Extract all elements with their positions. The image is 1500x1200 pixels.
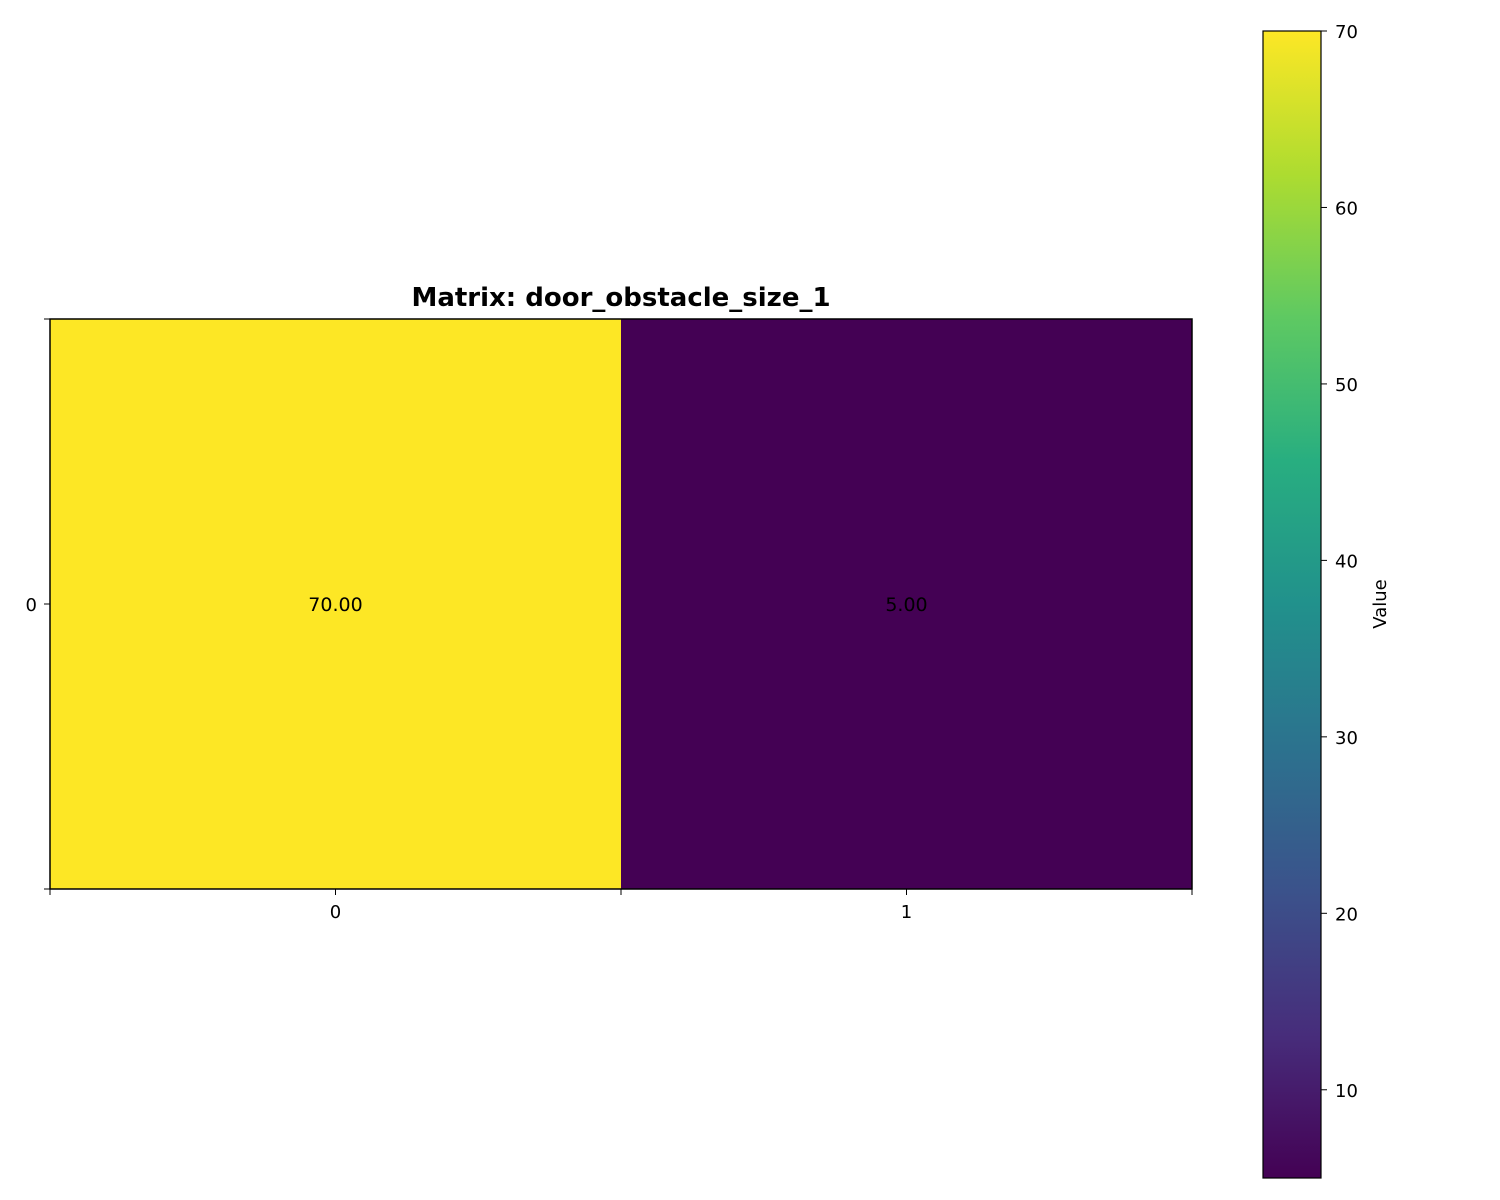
colorbar-ticks: 10 20 30 40 50 60 70 — [1321, 22, 1358, 1102]
colorbar-tick-label: 10 — [1335, 1081, 1358, 1102]
heatmap-cell — [621, 319, 1192, 889]
colorbar-tick-label: 60 — [1335, 198, 1358, 219]
x-tick-label: 1 — [901, 902, 912, 923]
y-tick-label: 0 — [26, 595, 37, 616]
colorbar-tick-label: 20 — [1335, 904, 1358, 925]
colorbar — [1262, 30, 1322, 1179]
cell-value-label: 70.00 — [308, 594, 362, 616]
colorbar-tick-label: 30 — [1335, 728, 1358, 749]
colorbar-label: Value — [1370, 579, 1391, 628]
colorbar-tick-label: 50 — [1335, 375, 1358, 396]
y-axis-ticks: 0 — [26, 318, 50, 890]
colorbar-tick-label: 40 — [1335, 551, 1358, 572]
x-tick-label: 0 — [330, 902, 341, 923]
heatmap-cell — [50, 319, 621, 889]
chart-title: Matrix: door_obstacle_size_1 — [411, 283, 830, 313]
cell-value-label: 5.00 — [885, 594, 927, 616]
heatmap-cells — [50, 319, 1192, 889]
heatmap-cell-labels: 70.00 5.00 — [308, 594, 927, 616]
colorbar-tick-label: 70 — [1335, 22, 1358, 43]
